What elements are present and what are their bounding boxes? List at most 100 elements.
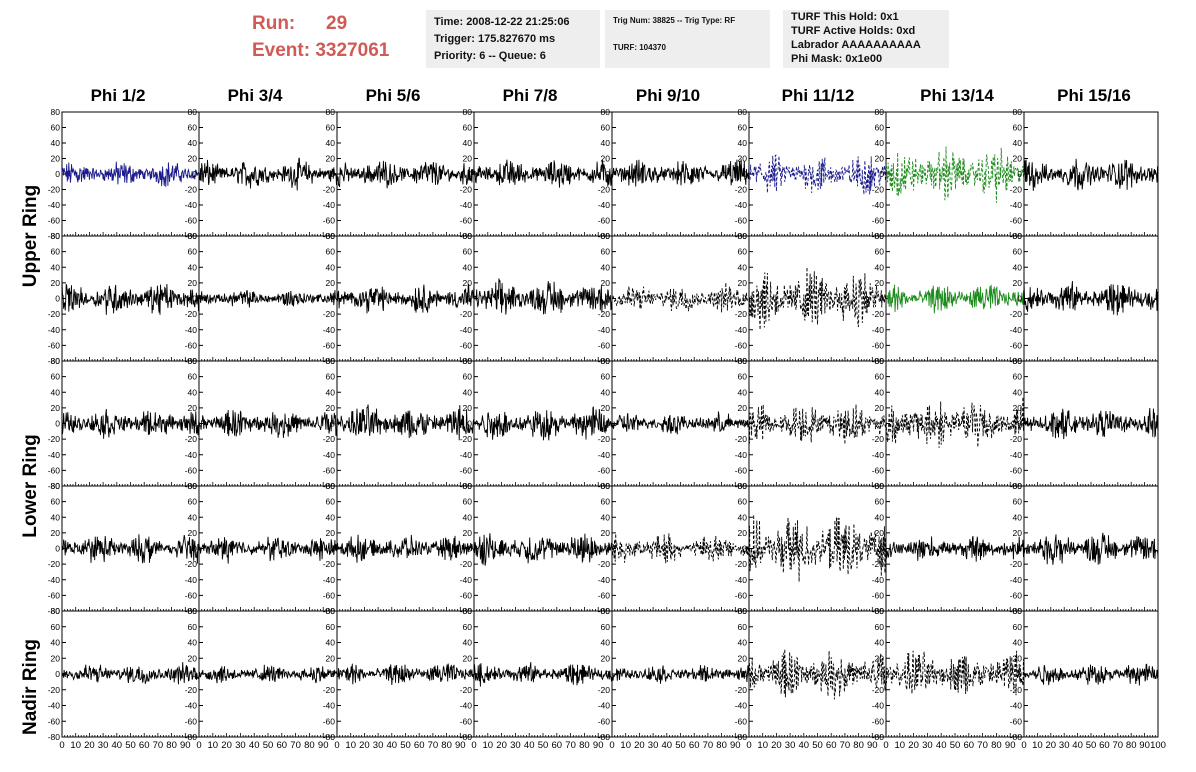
x-tick-label: 40 [936,740,947,751]
y-tick-label: 0 [1017,169,1022,179]
y-tick-label: 0 [1017,544,1022,554]
x-tick-label: 90 [180,740,191,751]
y-tick-label: 20 [601,653,611,663]
y-tick-label: -60 [1010,465,1023,475]
time-info-box: Time: 2008-12-22 21:25:06 Trigger: 175.8… [426,10,600,68]
y-tick-label: -40 [1010,450,1023,460]
y-tick-label: 60 [326,622,336,632]
y-tick-label: 40 [51,512,61,522]
run-event-info: Run: 29 Event: 3327061 [252,10,389,64]
y-tick-label: -20 [185,685,198,695]
x-tick-label: 40 [799,740,810,751]
y-tick-label: 0 [879,544,884,554]
y-tick-label: 0 [330,169,335,179]
x-tick-label: 70 [703,740,714,751]
x-tick-label: 10 [208,740,219,751]
y-tick-label: -60 [323,465,336,475]
priority-line: Priority: 6 -- Queue: 6 [434,50,546,62]
trigger-line: Trigger: 175.827670 ms [434,33,556,45]
x-tick-label: 50 [125,740,136,751]
y-tick-label: 80 [1013,606,1023,616]
y-tick-label: 0 [330,669,335,679]
y-tick-label: -20 [185,559,198,569]
y-tick-label: 40 [738,638,748,648]
x-tick-label: 40 [387,740,398,751]
x-tick-label: 30 [785,740,796,751]
y-tick-label: -40 [48,325,61,335]
waveform-trace [1023,158,1159,191]
y-tick-label: -40 [598,450,611,460]
x-tick-label: 0 [59,740,64,751]
y-tick-label: 60 [463,497,473,507]
y-tick-label: 0 [192,294,197,304]
y-tick-label: -60 [323,716,336,726]
x-tick-label: 50 [812,740,823,751]
y-tick-label: -60 [323,340,336,350]
column-header: Phi 3/4 [227,86,283,105]
y-tick-label: 40 [51,638,61,648]
x-tick-label: 90 [1139,740,1150,751]
x-tick-label: 90 [593,740,604,751]
y-tick-label: 0 [467,669,472,679]
y-tick-label: 40 [875,138,885,148]
y-tick-label: 40 [601,512,611,522]
y-tick-label: 60 [601,372,611,382]
x-tick-label: 0 [471,740,476,751]
y-tick-label: 60 [875,497,885,507]
y-tick-label: 60 [463,247,473,257]
y-tick-label: -60 [48,465,61,475]
y-tick-label: -40 [598,575,611,585]
y-tick-label: -60 [598,465,611,475]
y-tick-label: 80 [738,231,748,241]
x-tick-label: 20 [496,740,507,751]
y-tick-label: 20 [188,278,198,288]
y-tick-label: 60 [326,123,336,133]
x-tick-label: 40 [662,740,673,751]
y-tick-label: 40 [188,138,198,148]
y-tick-label: -20 [598,559,611,569]
y-tick-label: -60 [460,465,473,475]
y-tick-label: 0 [742,669,747,679]
y-tick-label: -40 [185,701,198,711]
y-tick-label: -60 [598,216,611,226]
x-tick-label: 10 [345,740,356,751]
x-tick-label: 70 [977,740,988,751]
y-tick-label: 60 [875,622,885,632]
y-tick-label: 40 [1013,512,1023,522]
x-tick-label: 40 [524,740,535,751]
y-tick-label: -40 [872,450,885,460]
waveform-trace [336,283,475,314]
y-tick-label: -40 [48,450,61,460]
y-tick-label: 20 [326,403,336,413]
y-tick-label: -80 [48,732,61,742]
y-tick-label: 40 [326,512,336,522]
y-tick-label: 80 [188,356,198,366]
y-tick-label: 0 [742,294,747,304]
y-tick-label: -20 [185,309,198,319]
y-tick-label: 80 [601,481,611,491]
y-tick-label: -80 [872,732,885,742]
y-tick-label: -80 [48,606,61,616]
y-tick-label: 0 [879,419,884,429]
waveform-trace [611,282,750,313]
y-tick-label: 20 [463,154,473,164]
y-tick-label: 80 [875,356,885,366]
y-tick-label: 60 [326,372,336,382]
y-tick-label: 40 [188,512,198,522]
y-tick-label: 0 [742,544,747,554]
y-tick-label: -20 [323,185,336,195]
x-tick-label: 0 [746,740,751,751]
y-tick-label: -20 [872,434,885,444]
y-tick-label: -20 [735,434,748,444]
y-tick-label: 0 [330,419,335,429]
y-tick-label: -20 [460,185,473,195]
y-tick-label: 40 [601,262,611,272]
y-tick-label: 80 [463,356,473,366]
x-tick-label: 0 [609,740,614,751]
y-tick-label: 0 [192,419,197,429]
y-tick-label: -20 [598,685,611,695]
y-tick-label: -40 [48,575,61,585]
y-tick-label: 40 [875,262,885,272]
y-tick-label: 40 [601,387,611,397]
